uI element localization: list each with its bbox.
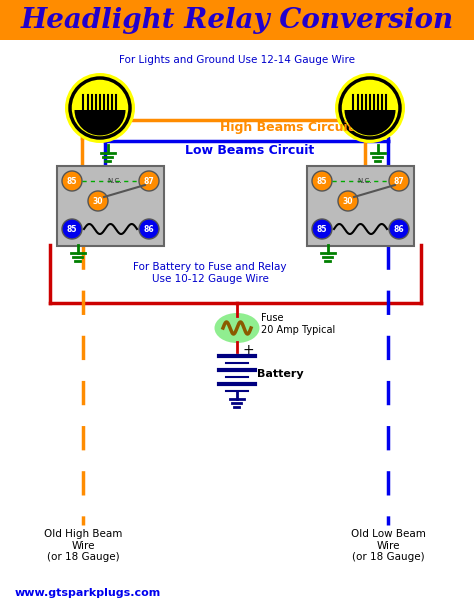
Text: N.C.: N.C. — [358, 178, 372, 184]
Text: Low Beams Circuit: Low Beams Circuit — [185, 145, 314, 158]
Text: 85: 85 — [317, 177, 327, 186]
Circle shape — [389, 171, 409, 191]
Text: www.gtsparkplugs.com: www.gtsparkplugs.com — [15, 588, 161, 598]
Circle shape — [65, 73, 135, 143]
Wedge shape — [74, 110, 126, 135]
Text: +: + — [243, 343, 255, 357]
FancyBboxPatch shape — [307, 166, 414, 246]
Text: 86: 86 — [394, 224, 404, 234]
Circle shape — [312, 219, 332, 239]
Circle shape — [62, 219, 82, 239]
Text: For Battery to Fuse and Relay
Use 10-12 Gauge Wire: For Battery to Fuse and Relay Use 10-12 … — [133, 262, 287, 284]
Circle shape — [312, 171, 332, 191]
Circle shape — [335, 73, 405, 143]
Text: Old Low Beam
Wire
(or 18 Gauge): Old Low Beam Wire (or 18 Gauge) — [351, 529, 426, 562]
Ellipse shape — [215, 313, 259, 343]
Circle shape — [389, 219, 409, 239]
Text: 86: 86 — [144, 224, 155, 234]
Circle shape — [139, 171, 159, 191]
Text: High Beams Circuit: High Beams Circuit — [220, 121, 354, 134]
Circle shape — [139, 219, 159, 239]
Text: 85: 85 — [67, 224, 77, 234]
Wedge shape — [345, 110, 395, 135]
Text: 30: 30 — [93, 197, 103, 205]
FancyBboxPatch shape — [57, 166, 164, 246]
Circle shape — [62, 171, 82, 191]
Text: Old High Beam
Wire
(or 18 Gauge): Old High Beam Wire (or 18 Gauge) — [44, 529, 122, 562]
Text: 87: 87 — [393, 177, 404, 186]
FancyBboxPatch shape — [0, 0, 474, 40]
Text: 85: 85 — [67, 177, 77, 186]
Text: 30: 30 — [343, 197, 353, 205]
Text: Headlight Relay Conversion: Headlight Relay Conversion — [20, 7, 454, 34]
Text: 87: 87 — [144, 177, 155, 186]
Text: Fuse
20 Amp Typical: Fuse 20 Amp Typical — [261, 313, 335, 335]
Text: Battery: Battery — [257, 369, 304, 379]
Text: 85: 85 — [317, 224, 327, 234]
Text: N.C.: N.C. — [108, 178, 122, 184]
Circle shape — [88, 191, 108, 211]
Circle shape — [338, 191, 358, 211]
Text: For Lights and Ground Use 12-14 Gauge Wire: For Lights and Ground Use 12-14 Gauge Wi… — [119, 55, 355, 65]
